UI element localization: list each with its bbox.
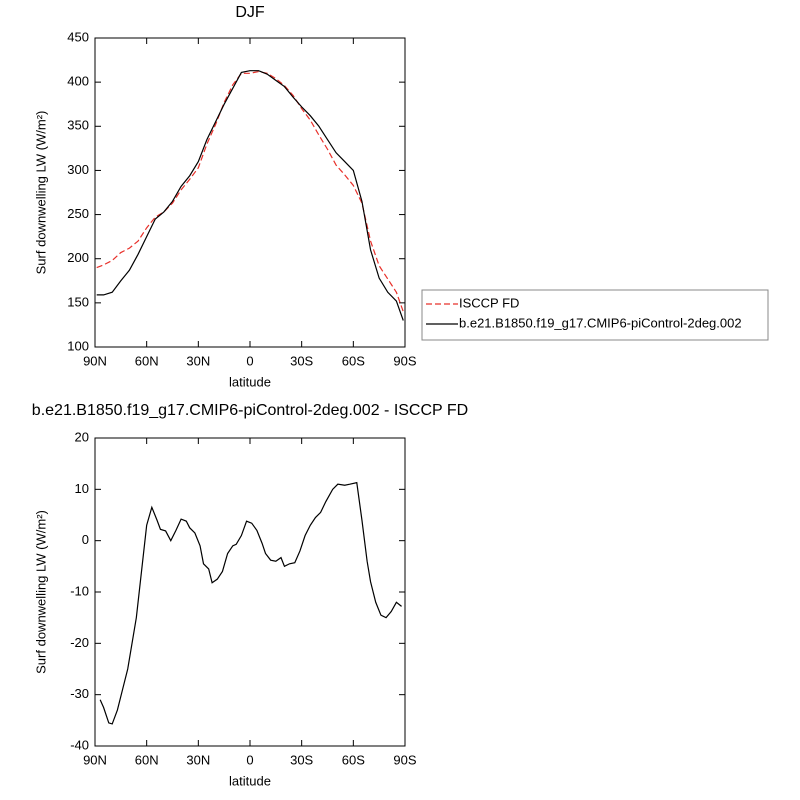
x-tick-label: 90S [393, 752, 416, 767]
y-tick-label: 150 [67, 294, 89, 309]
x-tick-label: 90S [393, 353, 416, 368]
x-tick-label: 60N [135, 752, 159, 767]
y-tick-label: 250 [67, 206, 89, 221]
x-tick-label: 90N [83, 752, 107, 767]
x-tick-label: 60S [342, 752, 365, 767]
x-tick-label: 60N [135, 353, 159, 368]
x-tick-label: 30S [290, 752, 313, 767]
x-axis-label: latitude [229, 773, 271, 788]
x-tick-label: 0 [246, 752, 253, 767]
legend-box [421, 289, 769, 341]
y-tick-label: 100 [67, 338, 89, 353]
y-tick-label: 350 [67, 118, 89, 133]
x-tick-label: 30S [290, 353, 313, 368]
x-tick-label: 0 [246, 353, 253, 368]
series-line [96, 70, 404, 312]
series-line [96, 70, 404, 321]
y-axis-label: Surf downwelling LW (W/m²) [33, 111, 48, 275]
y-tick-label: 10 [75, 481, 89, 496]
x-axis-label: latitude [229, 374, 271, 389]
x-tick-label: 90N [83, 353, 107, 368]
y-tick-label: -40 [70, 737, 89, 752]
x-tick-label: 30N [186, 752, 210, 767]
y-tick-label: 200 [67, 250, 89, 265]
y-tick-label: 400 [67, 74, 89, 89]
x-tick-label: 30N [186, 353, 210, 368]
y-tick-label: -30 [70, 686, 89, 701]
plot-frame [94, 437, 406, 747]
y-axis-label: Surf downwelling LW (W/m²) [33, 510, 48, 674]
chart-title: b.e21.B1850.f19_g17.CMIP6-piControl-2deg… [32, 402, 468, 419]
plot-frame [94, 37, 406, 348]
legend-label: b.e21.B1850.f19_g17.CMIP6-piControl-2deg… [459, 315, 742, 330]
y-tick-label: 450 [67, 29, 89, 44]
x-tick-label: 60S [342, 353, 365, 368]
chart-title: DJF [235, 4, 265, 21]
legend-label: ISCCP FD [459, 295, 519, 310]
y-tick-label: -20 [70, 635, 89, 650]
y-tick-label: 0 [82, 532, 89, 547]
y-tick-label: 300 [67, 162, 89, 177]
y-tick-label: -10 [70, 583, 89, 598]
y-tick-label: 20 [75, 429, 89, 444]
legend: ISCCP FD b.e21.B1850.f19_g17.CMIP6-piCont… [421, 289, 769, 341]
series-line [99, 481, 402, 725]
